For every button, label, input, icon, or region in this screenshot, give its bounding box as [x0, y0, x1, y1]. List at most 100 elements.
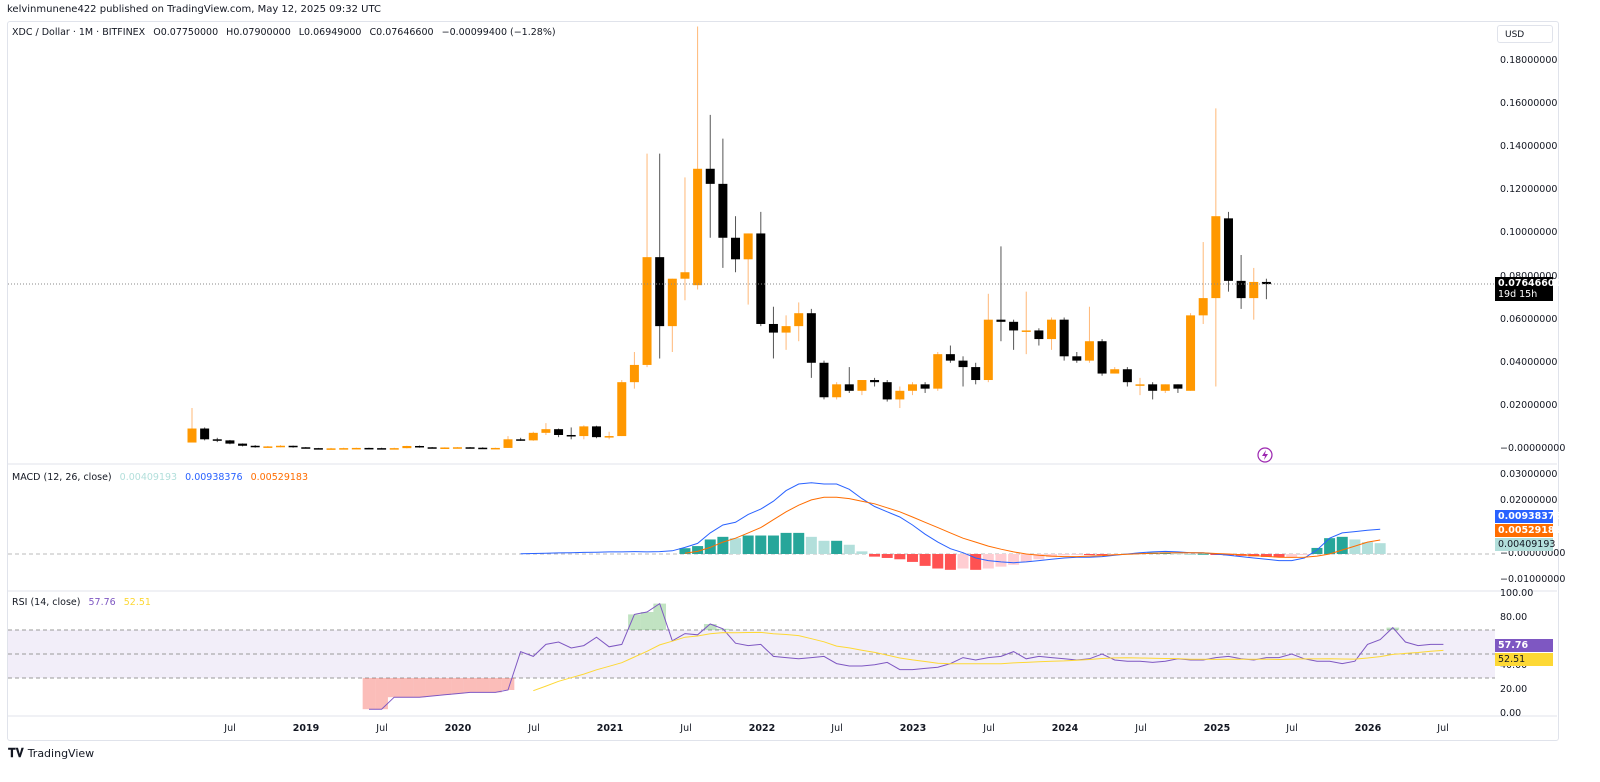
candle-body [1148, 384, 1158, 391]
macd-histogram-bar [957, 554, 969, 569]
macd-histogram-bar [1286, 554, 1298, 558]
currency-button[interactable]: USD [1497, 25, 1553, 43]
macd-line [520, 482, 1381, 564]
macd-signal-value: 0.00529183 [250, 472, 308, 483]
rsi-oversold-fill [451, 678, 464, 694]
candle-body [743, 233, 753, 260]
rsi-oversold-fill [489, 678, 502, 693]
candle-body [1122, 369, 1132, 383]
macd-histogram-bar [1273, 554, 1285, 558]
rsi-ma-tag: 52.51 [1495, 653, 1553, 666]
candle-body [351, 447, 361, 450]
candle-body [1198, 298, 1208, 316]
price-axis-label: 0.08000000 [1500, 270, 1558, 282]
candle-body [465, 447, 475, 449]
symbol-legend: XDC / Dollar · 1M · BITFINEX O0.07750000… [12, 27, 561, 38]
price-axis-label: −0.00000000 [1500, 442, 1566, 454]
macd-histogram-bar [995, 554, 1007, 567]
candle-body [1211, 216, 1221, 299]
candle-body [440, 447, 450, 449]
candle-body [617, 382, 627, 437]
macd-histogram-bar [755, 535, 767, 554]
ohlc-high: H0.07900000 [226, 27, 291, 38]
macd-axis-label: 0.03000000 [1500, 468, 1558, 480]
macd-histogram-bar [1324, 538, 1336, 554]
price-axis-label: 0.02000000 [1500, 399, 1558, 411]
candle-body [870, 380, 880, 383]
candle-body [1059, 319, 1069, 357]
macd-histogram-bar [1046, 554, 1058, 558]
candle-body [541, 429, 551, 433]
candle-body [1097, 341, 1107, 374]
candle-body [1173, 384, 1183, 389]
time-axis-label: 2019 [292, 723, 320, 734]
time-axis-label: 2024 [1051, 723, 1079, 734]
candle-body [1261, 281, 1271, 285]
candle-body [1084, 341, 1094, 361]
candle-body [983, 319, 993, 381]
rsi-overbought-fill [653, 603, 667, 630]
candle-body [452, 447, 462, 449]
rsi-label[interactable]: RSI (14, close) [12, 597, 81, 608]
rsi-overbought-fill [628, 614, 641, 630]
macd-line-value: 0.00938376 [185, 472, 243, 483]
candle-body [920, 384, 930, 389]
time-axis-label: Jul [376, 723, 388, 734]
time-axis-label: 2021 [596, 723, 624, 734]
candle-body [427, 447, 437, 449]
macd-signal-line [684, 496, 1381, 558]
time-axis-label: Jul [224, 723, 236, 734]
time-axis-label: Jul [1135, 723, 1147, 734]
candle-body [1047, 319, 1057, 340]
rsi-oversold-fill [501, 678, 515, 690]
macd-histogram-bar [856, 551, 868, 554]
time-axis-label: 2026 [1354, 723, 1382, 734]
candle-body [301, 447, 311, 449]
macd-line-tag: 0.00938376 [1495, 510, 1561, 523]
candle-body [1009, 321, 1019, 331]
macd-histogram-bar [906, 554, 918, 562]
candle-body [794, 313, 804, 327]
macd-histogram-bar [1349, 539, 1361, 554]
candle-body [895, 390, 905, 400]
candle-body [768, 323, 778, 333]
time-axis-label: Jul [680, 723, 692, 734]
candle-body [364, 447, 374, 450]
candle-body [882, 382, 892, 400]
macd-histogram-bar [869, 554, 881, 557]
candle-body [389, 448, 399, 450]
rsi-oversold-fill [463, 678, 477, 693]
time-axis-label: 2023 [899, 723, 927, 734]
rsi-oversold-fill [476, 678, 490, 693]
candle-body [377, 448, 387, 450]
rsi-legend: RSI (14, close) 57.76 52.51 [12, 597, 156, 608]
price-axis-label: 0.14000000 [1500, 141, 1558, 153]
candle-body [844, 384, 854, 391]
macd-axis-label: −0.01000000 [1500, 574, 1566, 586]
candle-body [275, 445, 285, 448]
time-axis-label: Jul [983, 723, 995, 734]
macd-axis-label: −0.00000000 [1500, 548, 1566, 559]
candle-body [832, 384, 842, 398]
time-axis-label: 2025 [1203, 723, 1231, 734]
rsi-axis-label: 0.00 [1500, 708, 1522, 719]
rsi-axis-label: 80.00 [1500, 612, 1528, 623]
price-axis-label: 0.16000000 [1500, 98, 1558, 110]
candle-body [250, 445, 260, 448]
candle-body [339, 448, 349, 450]
candle-body [958, 360, 968, 368]
macd-label[interactable]: MACD (12, 26, close) [12, 472, 112, 483]
candle-body [313, 448, 323, 450]
candle-body [579, 426, 589, 437]
candle-body [402, 445, 412, 449]
candle-body [781, 326, 791, 333]
macd-histogram-bar [793, 532, 805, 554]
candle-body [971, 367, 981, 381]
candle-body [907, 384, 917, 391]
symbol-name[interactable]: XDC / Dollar · 1M · BITFINEX [12, 27, 146, 38]
macd-histogram-bar [1172, 553, 1184, 555]
candle-body [591, 426, 601, 438]
candle-body [415, 445, 425, 448]
tradingview-logo[interactable]: 𝐓𝐕 TradingView [8, 746, 94, 761]
